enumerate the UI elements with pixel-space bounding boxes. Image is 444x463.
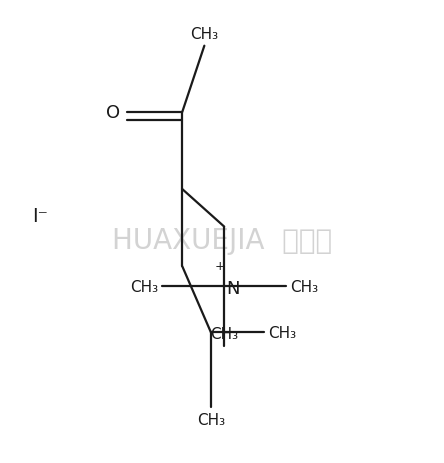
Text: O: O	[107, 104, 120, 122]
Text: HUAXUEJIA  化学加: HUAXUEJIA 化学加	[112, 226, 332, 254]
Text: N: N	[226, 280, 240, 298]
Text: CH₃: CH₃	[190, 27, 218, 42]
Text: CH₃: CH₃	[290, 279, 318, 294]
Text: CH₃: CH₃	[268, 325, 297, 340]
Text: CH₃: CH₃	[210, 326, 238, 342]
Text: CH₃: CH₃	[130, 279, 158, 294]
Text: CH₃: CH₃	[197, 412, 225, 427]
Text: I⁻: I⁻	[32, 206, 48, 225]
Text: +: +	[214, 259, 225, 272]
